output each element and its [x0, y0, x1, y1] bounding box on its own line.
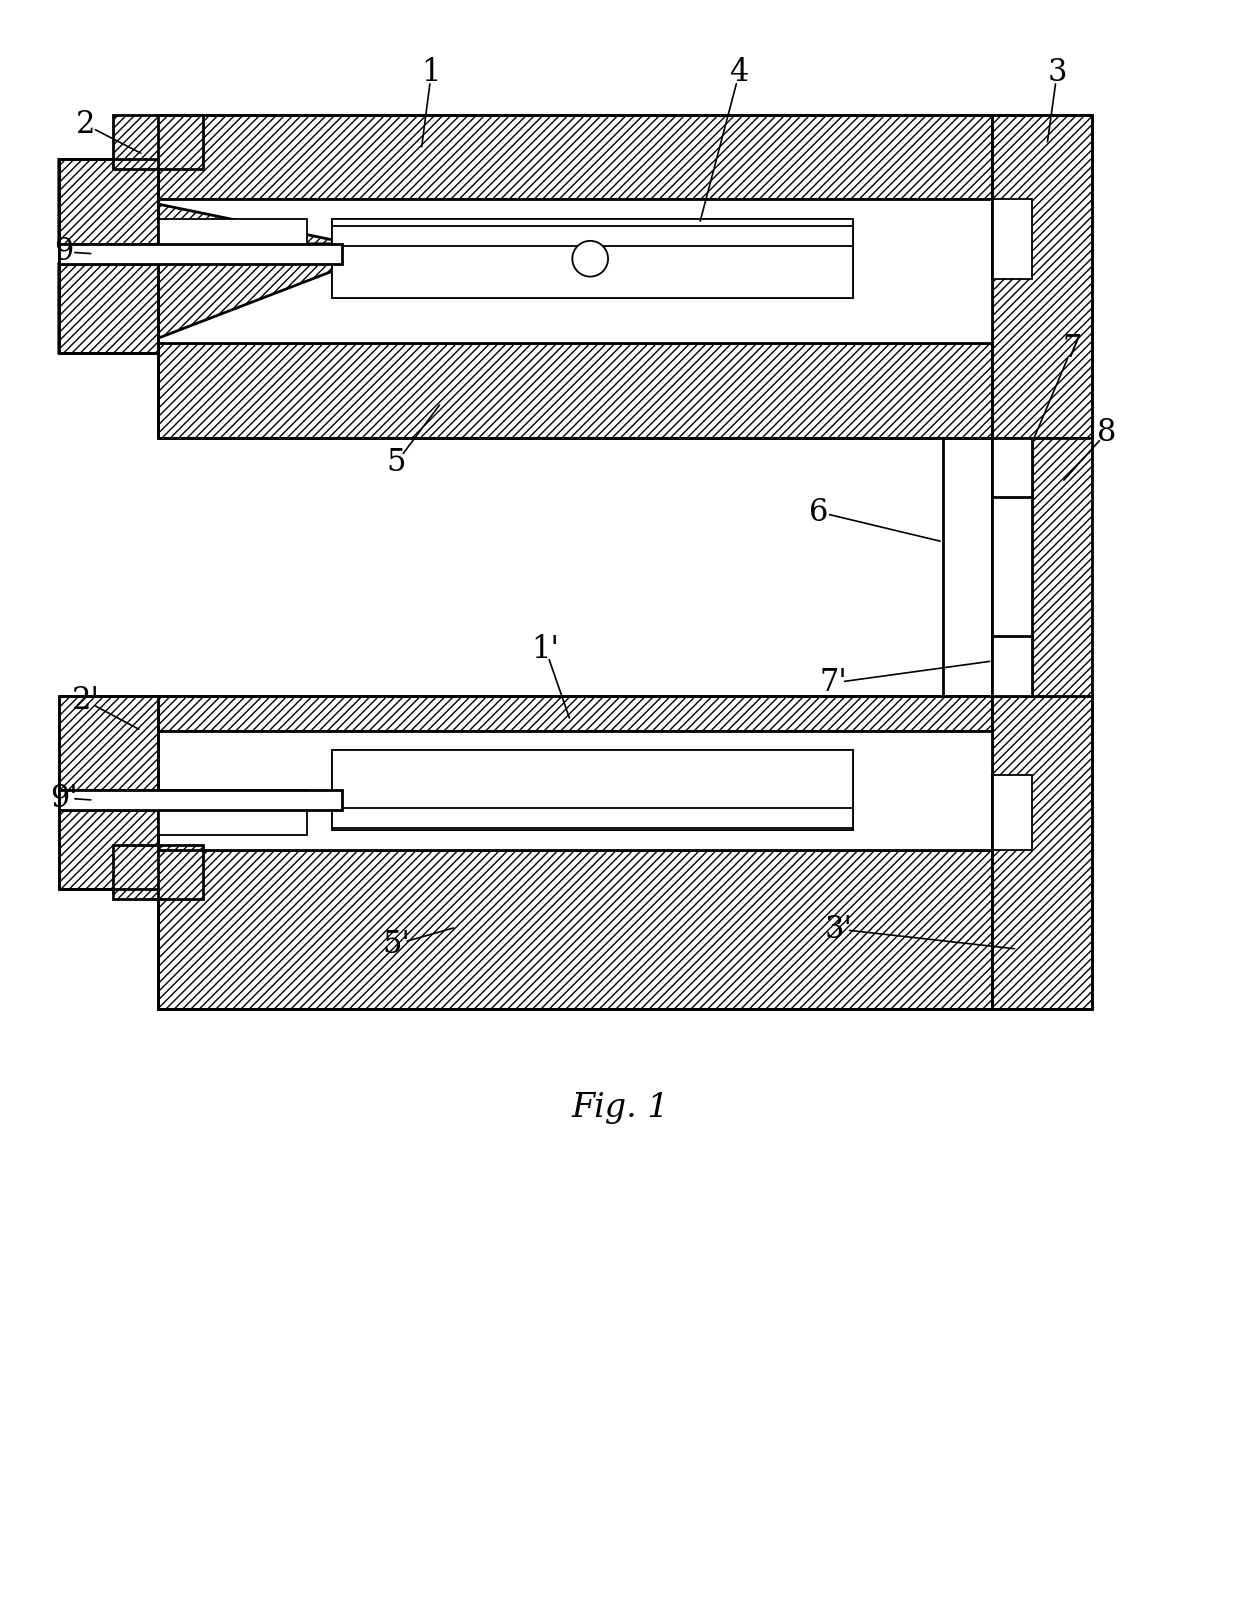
Bar [58, 791, 342, 810]
Bar [332, 219, 853, 225]
Bar [159, 219, 308, 264]
Bar [992, 199, 1032, 279]
Text: 2': 2' [72, 685, 99, 716]
Bar [58, 245, 342, 264]
Bar [160, 792, 305, 833]
Bar [113, 844, 203, 899]
Text: 1': 1' [532, 633, 559, 664]
Bar [992, 637, 1032, 695]
Bar [159, 199, 992, 343]
Bar [58, 264, 159, 353]
Polygon shape [58, 264, 352, 353]
Bar [159, 343, 992, 437]
Text: 3: 3 [1048, 57, 1066, 89]
Bar [332, 246, 853, 298]
Bar [1032, 437, 1091, 695]
Bar [334, 808, 852, 826]
Text: 8: 8 [1097, 416, 1116, 449]
Text: 2: 2 [76, 109, 95, 141]
Bar [160, 220, 305, 262]
Bar [58, 159, 159, 245]
Text: 1: 1 [422, 57, 441, 89]
Text: 9: 9 [55, 237, 73, 267]
Bar [942, 437, 992, 695]
Text: 5': 5' [383, 928, 410, 959]
Polygon shape [58, 159, 352, 245]
Bar [58, 810, 159, 889]
Text: 4: 4 [729, 57, 749, 89]
Text: Fig. 1: Fig. 1 [572, 1092, 668, 1124]
Bar [332, 219, 853, 298]
Bar [159, 115, 992, 199]
Bar [992, 437, 1032, 497]
Bar [113, 115, 203, 170]
Bar [992, 115, 1091, 437]
Ellipse shape [573, 241, 608, 277]
Bar [332, 808, 853, 828]
Bar [332, 750, 853, 829]
Bar [992, 695, 1091, 1009]
Bar [58, 695, 159, 791]
Text: 6: 6 [808, 496, 828, 528]
Bar [159, 850, 992, 1009]
Bar [159, 731, 992, 850]
Bar [992, 776, 1032, 851]
Text: 7: 7 [1063, 332, 1081, 363]
Bar [332, 750, 853, 808]
Bar [332, 828, 853, 829]
Text: 9': 9' [50, 782, 78, 813]
Text: 3': 3' [825, 914, 852, 944]
Bar [159, 791, 308, 834]
Text: 7': 7' [820, 667, 847, 698]
Text: 5: 5 [387, 447, 407, 478]
Bar [332, 225, 853, 246]
Bar [159, 695, 992, 731]
Bar [334, 227, 852, 245]
